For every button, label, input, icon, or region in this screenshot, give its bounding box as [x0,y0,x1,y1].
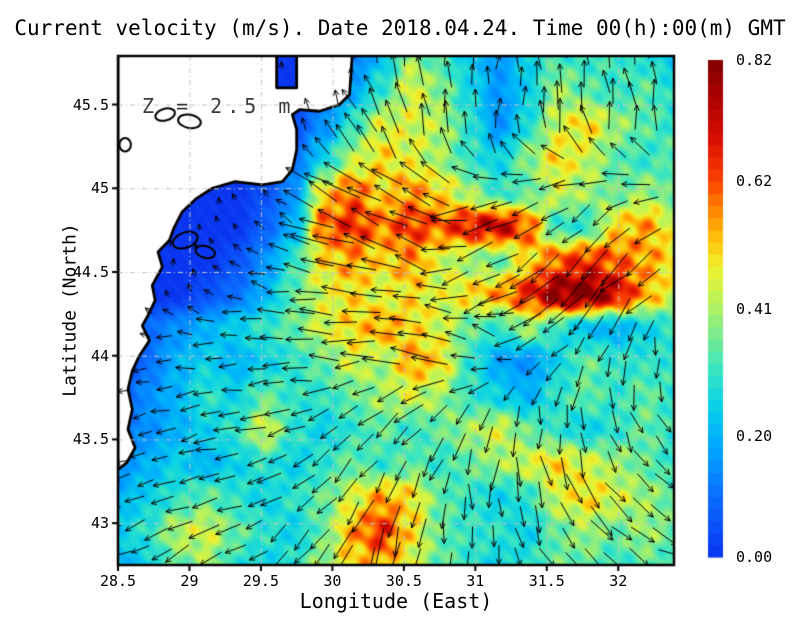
x-tick-label: 29.5 [242,572,279,590]
x-tick-label: 32 [609,572,628,590]
x-tick-label: 30.5 [385,572,422,590]
y-tick-label: 43.5 [72,430,109,449]
colorbar-tick-label: 0.00 [736,548,773,566]
y-tick-label: 44.5 [72,262,109,281]
colorbar-tick-label: 0.41 [736,299,773,318]
chart-title: Current velocity (m/s). Date 2018.04.24.… [14,16,786,40]
y-tick-label: 45 [90,179,109,198]
x-tick-label: 29 [180,572,199,590]
x-axis-label: Longitude (East) [299,589,493,613]
x-tick-label: 31 [466,572,485,590]
y-tick-label: 45.5 [72,95,109,114]
colorbar-tick-label: 0.20 [736,426,773,445]
depth-annotation: Z = 2.5 m [142,94,296,118]
y-tick-label: 43 [90,514,109,533]
y-tick-label: 44 [90,346,109,365]
x-tick-label: 30 [323,572,342,590]
x-tick-label: 31.5 [528,572,565,590]
colorbar-tick-label: 0.62 [736,172,773,191]
x-tick-label: 28.5 [99,572,137,590]
y-axis-label: Latitude (North) [59,223,81,397]
colorbar-tick-label: 0.82 [736,51,773,69]
